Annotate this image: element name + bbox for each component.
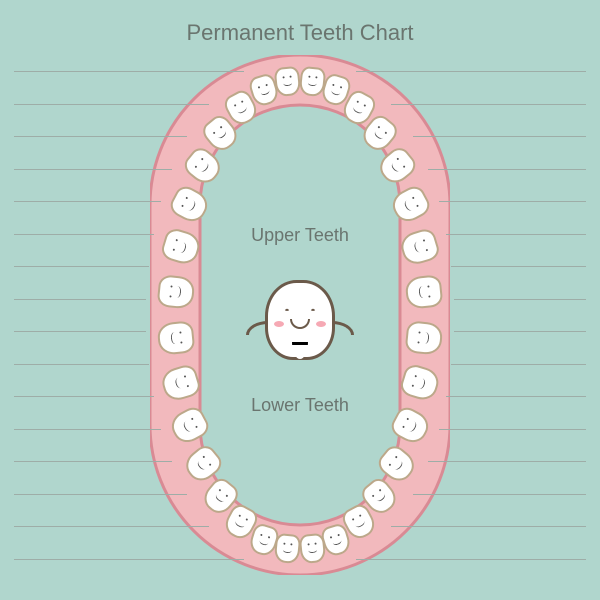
mascot-body bbox=[265, 280, 335, 360]
mascot-smile bbox=[290, 319, 310, 329]
label-line bbox=[14, 169, 172, 170]
label-line bbox=[391, 104, 586, 105]
label-line bbox=[14, 299, 146, 300]
label-line bbox=[14, 331, 146, 332]
label-line bbox=[439, 201, 586, 202]
label-line bbox=[391, 526, 586, 527]
label-line bbox=[451, 266, 586, 267]
label-line bbox=[14, 136, 187, 137]
mascot-cheek-right bbox=[316, 321, 326, 327]
label-line bbox=[413, 494, 586, 495]
label-line bbox=[14, 201, 161, 202]
label-line bbox=[428, 169, 586, 170]
label-line bbox=[439, 429, 586, 430]
label-line bbox=[356, 71, 586, 72]
label-line bbox=[451, 364, 586, 365]
label-line bbox=[14, 234, 154, 235]
tooth bbox=[156, 320, 195, 355]
label-line bbox=[446, 396, 586, 397]
label-line bbox=[454, 331, 586, 332]
label-line bbox=[14, 526, 209, 527]
chart-title: Permanent Teeth Chart bbox=[0, 20, 600, 46]
label-line bbox=[446, 234, 586, 235]
label-line bbox=[413, 136, 586, 137]
mascot-eye-right bbox=[310, 305, 316, 311]
lower-teeth-label: Lower Teeth bbox=[0, 395, 600, 416]
tooth-mascot bbox=[265, 280, 335, 360]
label-line bbox=[14, 266, 149, 267]
label-line bbox=[428, 461, 586, 462]
label-line bbox=[14, 71, 244, 72]
label-line bbox=[14, 494, 187, 495]
label-line bbox=[454, 299, 586, 300]
upper-teeth-label: Upper Teeth bbox=[0, 225, 600, 246]
label-line bbox=[14, 559, 244, 560]
mascot-eye-left bbox=[284, 305, 290, 311]
label-line bbox=[14, 364, 149, 365]
label-line bbox=[14, 104, 209, 105]
label-line bbox=[14, 429, 161, 430]
label-line bbox=[14, 461, 172, 462]
tooth bbox=[405, 274, 444, 309]
label-line bbox=[356, 559, 586, 560]
label-line bbox=[14, 396, 154, 397]
mascot-cheek-left bbox=[274, 321, 284, 327]
